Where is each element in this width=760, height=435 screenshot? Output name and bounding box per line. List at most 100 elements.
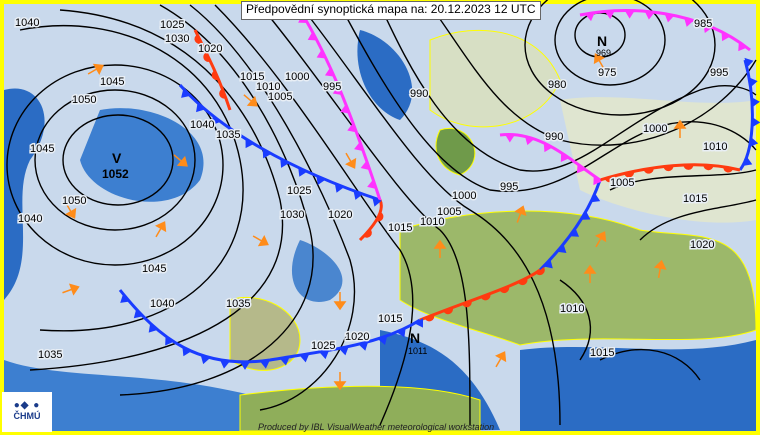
- warm-front-north: [193, 29, 232, 111]
- chmu-logo: ●◆ ● ČHMÚ: [2, 392, 52, 432]
- cold-front-triangle: [200, 355, 211, 365]
- cold-front-triangle: [358, 341, 369, 351]
- cold-front-triangle: [338, 346, 349, 356]
- isobar-label: 1010: [420, 216, 444, 228]
- cold-front-triangle: [524, 136, 535, 146]
- isobar-label: 1005: [610, 177, 634, 189]
- warm-front-semicircle: [219, 88, 226, 99]
- warm-front-semicircle: [480, 293, 491, 301]
- cold-front-triangle: [182, 346, 192, 357]
- low-center-letter: N: [410, 330, 420, 346]
- isobar-label: 1040: [190, 119, 214, 131]
- cold-front-triangle: [220, 359, 230, 369]
- wind-arrow-icon: [252, 235, 269, 247]
- cold-front-triangle: [664, 13, 675, 23]
- cold-front-south: [118, 289, 421, 364]
- cold-front-triangle: [580, 211, 591, 220]
- warm-front-south: [419, 268, 541, 322]
- cold-front-triangle: [569, 228, 580, 237]
- wind-arrow-icon: [333, 372, 347, 391]
- cold-front-triangle: [211, 115, 221, 126]
- isobar-label: 1025: [287, 185, 311, 197]
- cold-front-triangle: [353, 190, 363, 200]
- isobar-label: 1030: [280, 209, 304, 221]
- wind-arrow-icon: [593, 53, 605, 70]
- wind-arrow-icon: [62, 283, 80, 296]
- cold-fronts: [118, 59, 754, 364]
- isobar-label: 1020: [690, 239, 714, 251]
- warm-front-semicircle: [723, 166, 734, 173]
- cold-front-triangle: [279, 356, 290, 366]
- isobar-label: 1045: [142, 263, 166, 275]
- isobar-label: 1000: [452, 190, 476, 202]
- isobar-label: 1000: [285, 71, 309, 83]
- cold-front-triangle: [593, 175, 603, 186]
- warm-front-semicircle: [443, 307, 453, 315]
- cold-front-triangle: [299, 353, 310, 363]
- credit-text: Produced by IBL VisualWeather meteorolog…: [258, 422, 495, 432]
- wind-arrow-icon: [653, 259, 667, 279]
- isobar-label: 1050: [72, 94, 96, 106]
- wind-arrow-icon: [595, 231, 607, 248]
- isobar-label: 1015: [378, 313, 402, 325]
- warm-front-semicircle: [376, 211, 384, 222]
- isobar-label: 1040: [15, 17, 39, 29]
- wind-arrow-icon: [583, 264, 597, 283]
- isobar-label: 980: [548, 79, 566, 91]
- cold-front-triangle: [396, 328, 406, 338]
- isobar-label: 985: [694, 18, 712, 30]
- cold-front-northeast: [738, 59, 754, 171]
- isobar-label: 1035: [226, 298, 250, 310]
- wind-arrow-icon: [173, 154, 188, 167]
- cold-front-triangle: [543, 142, 553, 153]
- isobar-label: 1005: [268, 91, 292, 103]
- cold-front-triangle: [165, 336, 174, 346]
- cold-front-triangle: [262, 148, 272, 159]
- cold-front-triangle: [604, 10, 615, 20]
- wind-arrow-icon: [87, 63, 104, 75]
- isobar-label: 1015: [388, 222, 412, 234]
- logo-symbol: ●◆ ●: [13, 400, 41, 411]
- isobar-labels: 1040 1025 1030 1020 1015 1010 1005 1000 995 990 98…: [14, 16, 730, 363]
- cold-front-triangle: [319, 350, 330, 360]
- wind-arrow-icon: [155, 221, 167, 238]
- warm-front-semicircle: [535, 267, 545, 276]
- cold-front-triangle: [239, 361, 250, 370]
- cold-front-triangle: [340, 104, 350, 114]
- cold-front-north: [178, 84, 381, 202]
- cold-front-triangle: [742, 156, 753, 166]
- cold-front-triangle: [377, 335, 388, 345]
- isobar-label: 1020: [198, 43, 222, 55]
- warm-front-semicircle: [683, 164, 694, 170]
- cold-front-triangle: [181, 88, 191, 98]
- warm-front-semicircle: [211, 70, 219, 81]
- cold-front-triangle: [324, 67, 335, 77]
- isobar-label: 1020: [328, 209, 352, 221]
- cold-front-triangle: [148, 323, 158, 333]
- isobar-label: 1035: [216, 129, 240, 141]
- cold-front-triangle: [133, 309, 144, 319]
- isobar-label: 1015: [590, 347, 614, 359]
- wind-arrow-icon: [433, 239, 447, 258]
- isobar-label: 1040: [18, 213, 42, 225]
- warm-front-semicircle: [203, 52, 211, 62]
- isobar-label: 995: [500, 181, 518, 193]
- cold-front-triangle: [749, 137, 759, 148]
- low-center-value: 1011: [408, 346, 427, 356]
- cold-front-triangle: [644, 11, 655, 20]
- isobar-label: 990: [410, 88, 428, 100]
- warm-front-semicircle: [703, 164, 714, 171]
- isobar-label: 1020: [345, 331, 369, 343]
- cold-front-triangle: [684, 17, 694, 27]
- isobar-label: 1000: [643, 123, 667, 135]
- cold-front-triangle: [744, 57, 754, 68]
- wind-arrow-icon: [243, 94, 258, 107]
- warm-front-semicircle: [194, 34, 202, 44]
- cold-front-triangle: [360, 160, 370, 171]
- wind-arrow-icon: [514, 205, 527, 223]
- map-title: Předpovědní synoptická mapa na: 20.12.20…: [241, 1, 541, 20]
- cold-front-triangle: [738, 41, 747, 52]
- cold-front-triangle: [576, 163, 586, 174]
- cold-front-triangle: [334, 183, 345, 193]
